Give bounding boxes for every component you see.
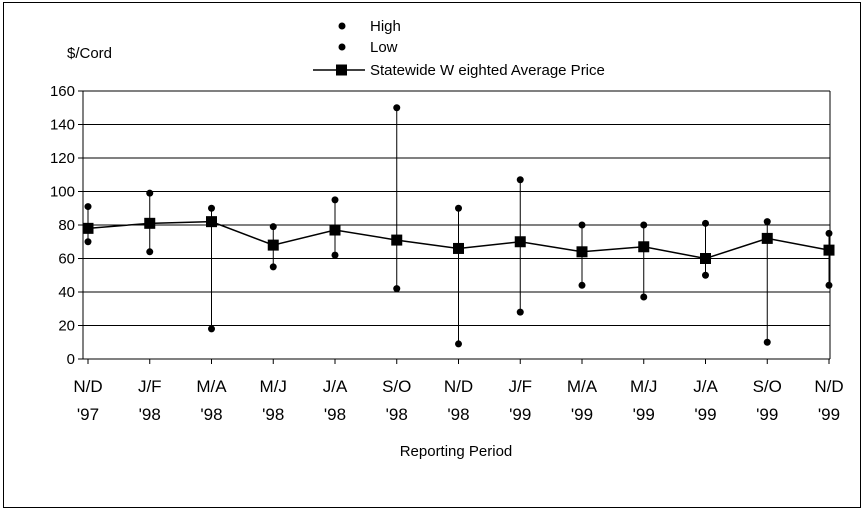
high-point [84, 203, 92, 211]
average-price-point [267, 239, 279, 251]
y-axis-label: $/Cord [67, 45, 112, 62]
low-point [516, 308, 524, 316]
high-point [640, 221, 648, 229]
x-tick-label-year: '98 [200, 405, 222, 424]
low-point [578, 281, 586, 289]
x-tick-label: M/J [630, 377, 657, 396]
average-price-point [514, 236, 526, 248]
legend: High Low Statewide W eighted Average Price [313, 18, 605, 79]
y-tick-label: 120 [50, 150, 75, 167]
high-point [393, 104, 401, 112]
average-price-point [206, 216, 217, 228]
high-point [578, 221, 586, 229]
tick-labels: 0 20 40 60 80 100 120 140 160 N/D '97 J/F '98 M/A '98 M… [50, 83, 844, 424]
low-point [208, 325, 215, 333]
legend-label: Low [370, 39, 398, 56]
x-axis-label: Reporting Period [400, 443, 513, 460]
y-tick-label: 0 [67, 351, 75, 368]
x-tick-label-year: '99 [756, 405, 778, 424]
x-tick-label: S/O [753, 377, 782, 396]
x-tick-label: N/D [444, 377, 473, 396]
low-point [84, 238, 92, 246]
low-point [640, 293, 648, 301]
x-tick-label: N/D [73, 377, 102, 396]
y-tick-label: 60 [58, 251, 75, 268]
average-price-point [638, 241, 650, 253]
legend-marker-circle [338, 43, 346, 51]
average-price-point [391, 234, 403, 246]
low-point [146, 248, 154, 256]
x-tick-label-year: '99 [509, 405, 531, 424]
low-point [825, 281, 833, 289]
high-low-whiskers [87, 107, 830, 344]
average-price-point [576, 246, 588, 258]
data-marks [82, 104, 835, 348]
x-tick-label-year: '99 [571, 405, 593, 424]
x-tick-label: J/F [138, 377, 162, 396]
low-point [393, 285, 401, 293]
y-tick-label: 140 [50, 117, 75, 134]
x-tick-label: J/F [508, 377, 532, 396]
x-tick-label-year: '98 [386, 405, 408, 424]
high-point [702, 219, 709, 227]
average-price-point [700, 253, 711, 264]
high-point [516, 176, 524, 184]
x-tick-label-year: '98 [262, 405, 284, 424]
low-point [455, 340, 462, 348]
average-price-point [823, 244, 835, 256]
x-tick-label-year: '99 [633, 405, 655, 424]
legend-marker-circle [338, 22, 346, 30]
y-tick-label: 20 [58, 318, 75, 335]
high-point [146, 189, 154, 197]
axes [78, 90, 831, 364]
x-tick-label-year: '99 [694, 405, 716, 424]
average-price-point [761, 232, 773, 244]
legend-label: High [370, 18, 401, 35]
high-point [331, 196, 339, 204]
legend-label: Statewide W eighted Average Price [370, 62, 605, 79]
average-price-point [329, 224, 341, 236]
low-point [702, 271, 709, 279]
x-tick-label-year: '98 [447, 405, 469, 424]
x-tick-label-year: '98 [324, 405, 346, 424]
x-tick-label: M/A [567, 377, 598, 396]
x-tick-label: M/A [196, 377, 227, 396]
x-tick-label: J/A [323, 377, 348, 396]
low-point [763, 338, 771, 346]
y-tick-label: 160 [50, 83, 75, 100]
x-tick-label-year: '99 [818, 405, 840, 424]
chart-frame [3, 2, 861, 508]
high-point [208, 204, 215, 212]
average-price-point [82, 222, 94, 234]
y-tick-label: 100 [50, 184, 75, 201]
high-point [269, 223, 277, 231]
high-point [455, 204, 462, 212]
x-tick-label: N/D [814, 377, 843, 396]
x-tick-label: S/O [382, 377, 411, 396]
y-tick-label: 80 [58, 217, 75, 234]
average-price-point [453, 242, 464, 254]
high-point [825, 229, 833, 237]
x-tick-label: M/J [260, 377, 287, 396]
average-price-point [144, 217, 156, 229]
x-tick-label: J/A [693, 377, 718, 396]
y-tick-label: 40 [58, 284, 75, 301]
x-tick-label-year: '97 [77, 405, 99, 424]
high-point [763, 218, 771, 226]
legend-marker-square [336, 64, 347, 76]
x-tick-label-year: '98 [139, 405, 161, 424]
low-point [269, 263, 277, 271]
low-point [331, 251, 339, 259]
